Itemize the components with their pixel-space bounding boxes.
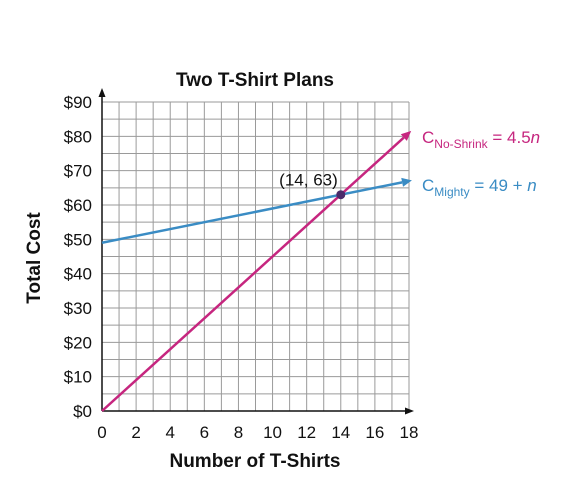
intersection-point — [336, 190, 346, 200]
x-tick-label: 10 — [263, 423, 282, 442]
y-tick-label: $90 — [64, 93, 92, 112]
x-tick-label: 12 — [297, 423, 316, 442]
y-tick-labels: $0 $10 $20 $30 $40 $50 $60 $70 $80 $90 — [64, 93, 92, 421]
x-tick-labels: 0 2 4 6 8 10 12 14 16 18 — [97, 423, 418, 442]
series-arrow-no-shrink — [400, 130, 412, 141]
equation-label-no-shrink: CNo-Shrink = 4.5n — [422, 128, 540, 151]
y-tick-label: $50 — [64, 230, 92, 249]
chart-title: Two T-Shirt Plans — [176, 70, 334, 91]
y-axis-label: Total Cost — [24, 212, 45, 304]
x-tick-label: 4 — [165, 423, 174, 442]
series-line-no-shrink — [101, 136, 405, 412]
y-tick-label: $20 — [64, 333, 92, 352]
y-tick-label: $40 — [64, 265, 92, 284]
intersection-label: (14, 63) — [279, 171, 338, 190]
y-tick-label: $60 — [64, 196, 92, 215]
grid — [102, 101, 410, 411]
intersection-annotation: (14, 63) — [279, 171, 346, 200]
x-tick-label: 2 — [131, 423, 140, 442]
x-axis-arrow — [405, 407, 414, 415]
y-tick-label: $70 — [64, 162, 92, 181]
equation-label-mighty: CMighty = 49 + n — [422, 176, 537, 199]
y-tick-label: $30 — [64, 299, 92, 318]
x-tick-label: 8 — [234, 423, 243, 442]
x-tick-label: 6 — [200, 423, 209, 442]
x-tick-label: 18 — [400, 423, 419, 442]
series-group — [101, 130, 412, 412]
y-axis-arrow — [98, 88, 106, 97]
line-labels: CNo-Shrink = 4.5n CMighty = 49 + n — [422, 128, 540, 199]
series-arrow-mighty — [401, 177, 412, 187]
y-tick-label: $10 — [64, 368, 92, 387]
x-tick-label: 0 — [97, 423, 106, 442]
axes — [98, 88, 414, 415]
x-tick-label: 14 — [331, 423, 350, 442]
y-tick-label: $0 — [73, 402, 92, 421]
series-line-mighty — [101, 181, 403, 244]
y-tick-label: $80 — [64, 127, 92, 146]
x-axis-label: Number of T-Shirts — [169, 451, 340, 472]
x-tick-label: 16 — [365, 423, 384, 442]
